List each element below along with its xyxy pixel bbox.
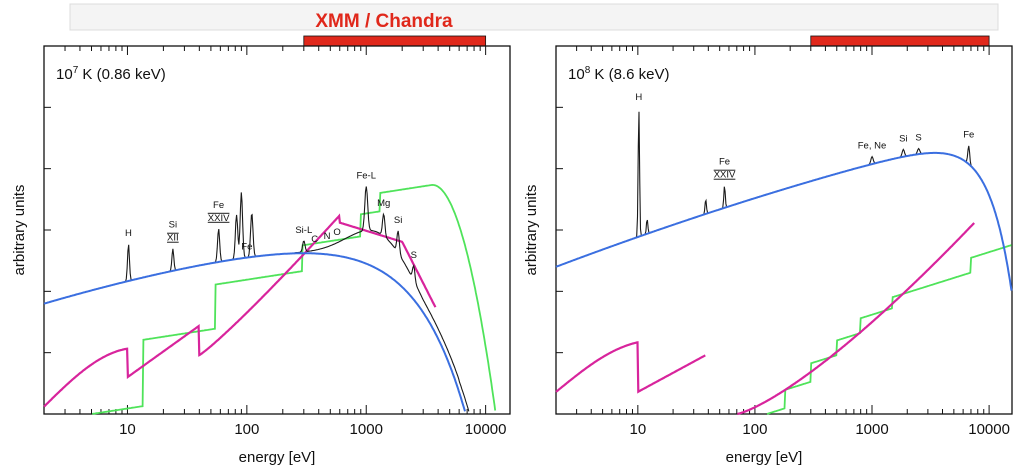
emission-line-label: Fe-L: [356, 170, 376, 181]
emission-line-label: Si-L: [295, 225, 312, 236]
total-spectrum-curve: [43, 186, 470, 412]
panel-temperature-label: 108 K (8.6 keV): [568, 65, 669, 83]
continuum-curve: [555, 151, 1013, 291]
emission-line-labels: H Si XII Fe XXIV Fe Si-LC N O Fe-L Mg Si S: [125, 170, 417, 260]
emission-line-label: Fe: [213, 200, 224, 211]
panel-temperature-label: 107 K (0.86 keV): [56, 65, 166, 83]
plot-frame: [43, 45, 511, 415]
magenta-curve: [43, 213, 437, 408]
x-tick-label: 1000: [350, 421, 383, 438]
x-tick-label: 10: [119, 421, 136, 438]
x-axis-label: energy [eV]: [239, 449, 316, 466]
emission-line-labels: H Fe XXIV Fe, Ne Si S Fe: [635, 92, 974, 181]
x-axis-label: energy [eV]: [726, 449, 803, 466]
x-tick-label: 100: [742, 421, 767, 438]
continuum-curve: [43, 252, 466, 412]
banner-background: [69, 3, 999, 31]
chart-panel-left: 10 100 1000 10000 H Si XII Fe XXIV Fe Si-LC N O Fe-L…: [11, 35, 511, 466]
emission-line-label: N: [324, 231, 331, 242]
axis-ticks: 10 100 1000 10000: [555, 46, 1010, 438]
plot-curves: [43, 183, 497, 415]
emission-line-label: Si: [394, 215, 402, 226]
emission-line-label: S: [915, 133, 921, 144]
emission-line-label: Fe: [963, 130, 974, 141]
banner-title: XMM / Chandra: [315, 11, 453, 32]
emission-line-label: Si: [899, 133, 907, 144]
emission-line-label: XXIV: [714, 170, 736, 181]
plot-frame: [555, 45, 1013, 415]
emission-line-label: C: [311, 234, 318, 245]
emission-line-label: Fe: [241, 242, 252, 253]
green-curve: [92, 183, 497, 415]
emission-line-label: Si: [169, 220, 177, 231]
x-tick-label: 10000: [968, 421, 1010, 438]
emission-line-label: H: [125, 228, 132, 239]
emission-line-label: Mg: [377, 198, 390, 209]
emission-line-label: Fe: [719, 157, 730, 168]
emission-line-label: S: [411, 250, 417, 261]
x-tick-label: 100: [234, 421, 259, 438]
plot-curves: [555, 111, 1013, 415]
x-tick-label: 1000: [855, 421, 888, 438]
band-bar: [303, 35, 487, 47]
y-axis-label: arbitrary units: [523, 185, 540, 276]
green-curve: [766, 244, 1012, 415]
chart-panel-right: 10 100 1000 10000 H Fe XXIV Fe, Ne Si S Fe 108 K …: [523, 35, 1013, 466]
y-axis-label: arbitrary units: [11, 185, 28, 276]
x-tick-label: 10: [629, 421, 646, 438]
band-bar: [810, 35, 990, 47]
total-spectrum-curve: [555, 111, 1013, 291]
emission-line-label: XXIV: [208, 213, 230, 224]
emission-line-label: Fe, Ne: [858, 141, 887, 152]
magenta-curve: [555, 222, 975, 415]
x-tick-label: 10000: [465, 421, 507, 438]
emission-line-label: O: [333, 227, 340, 238]
axis-ticks: 10 100 1000 10000: [43, 46, 507, 438]
emission-line-label: H: [635, 92, 642, 103]
emission-line-label: XII: [167, 233, 179, 244]
